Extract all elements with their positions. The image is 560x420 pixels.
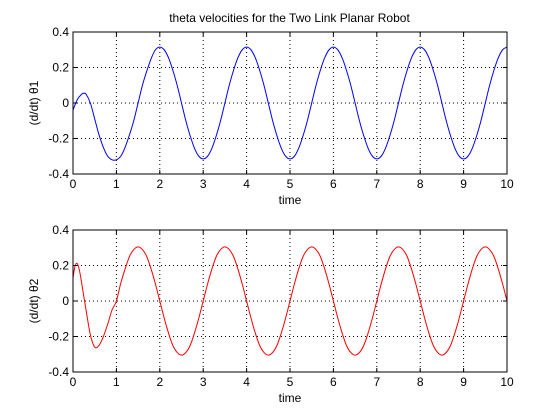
x-tick-label: 0 — [70, 375, 77, 389]
x-tick-label: 6 — [330, 177, 337, 191]
y-axis-label: (d/dt) θ2 — [27, 278, 41, 323]
x-tick-label: 7 — [373, 375, 380, 389]
x-axis-label: time — [279, 391, 302, 405]
x-tick-label: 1 — [113, 375, 120, 389]
x-tick-label: 7 — [373, 177, 380, 191]
x-tick-label: 9 — [460, 375, 467, 389]
series-line-0 — [72, 46, 508, 161]
y-tick-label: -0.4 — [48, 365, 69, 379]
chart-theta2-velocity: 0 1 2 3 4 5 6 7 8 9 10 -0.4 -0.2 0 0.2 0.4 time (d/dt) … — [27, 223, 514, 405]
x-tick-label: 8 — [417, 177, 424, 191]
y-tick-label: 0.2 — [52, 61, 69, 75]
x-tick-label: 5 — [287, 177, 294, 191]
x-tick-label: 3 — [200, 177, 207, 191]
x-tick-label: 2 — [156, 177, 163, 191]
x-tick-label: 3 — [200, 375, 207, 389]
y-tick-label: -0.2 — [48, 132, 69, 146]
y-tick-label: 0 — [62, 96, 69, 110]
x-tick-label: 6 — [330, 375, 337, 389]
x-tick-label: 0 — [70, 177, 77, 191]
x-tick-label: 4 — [243, 375, 250, 389]
y-tick-label: -0.4 — [48, 167, 69, 181]
series-line-0 — [72, 246, 508, 356]
series-layer — [72, 46, 508, 161]
y-tick-label: 0 — [62, 294, 69, 308]
y-tick-label: 0.2 — [52, 259, 69, 273]
x-tick-label: 5 — [287, 375, 294, 389]
x-tick-label: 4 — [243, 177, 250, 191]
x-tick-label: 10 — [500, 375, 514, 389]
x-tick-label: 1 — [113, 177, 120, 191]
tick-layer: 0 1 2 3 4 5 6 7 8 9 10 -0.4 -0.2 0 0.2 0.4 — [48, 223, 514, 389]
grid — [73, 32, 507, 174]
y-tick-label: 0.4 — [52, 223, 69, 237]
chart-title: theta velocities for the Two Link Planar… — [169, 11, 410, 25]
y-axis-label: (d/dt) θ1 — [27, 80, 41, 125]
x-tick-label: 8 — [417, 375, 424, 389]
x-tick-label: 2 — [156, 375, 163, 389]
tick-layer: 0 1 2 3 4 5 6 7 8 9 10 -0.4 -0.2 0 0.2 0.4 — [48, 25, 514, 191]
y-tick-label: -0.2 — [48, 330, 69, 344]
series-layer — [72, 246, 508, 356]
x-tick-label: 10 — [500, 177, 514, 191]
chart-theta1-velocity: theta velocities for the Two Link Planar… — [27, 11, 514, 207]
x-axis-label: time — [279, 193, 302, 207]
y-tick-label: 0.4 — [52, 25, 69, 39]
x-tick-label: 9 — [460, 177, 467, 191]
